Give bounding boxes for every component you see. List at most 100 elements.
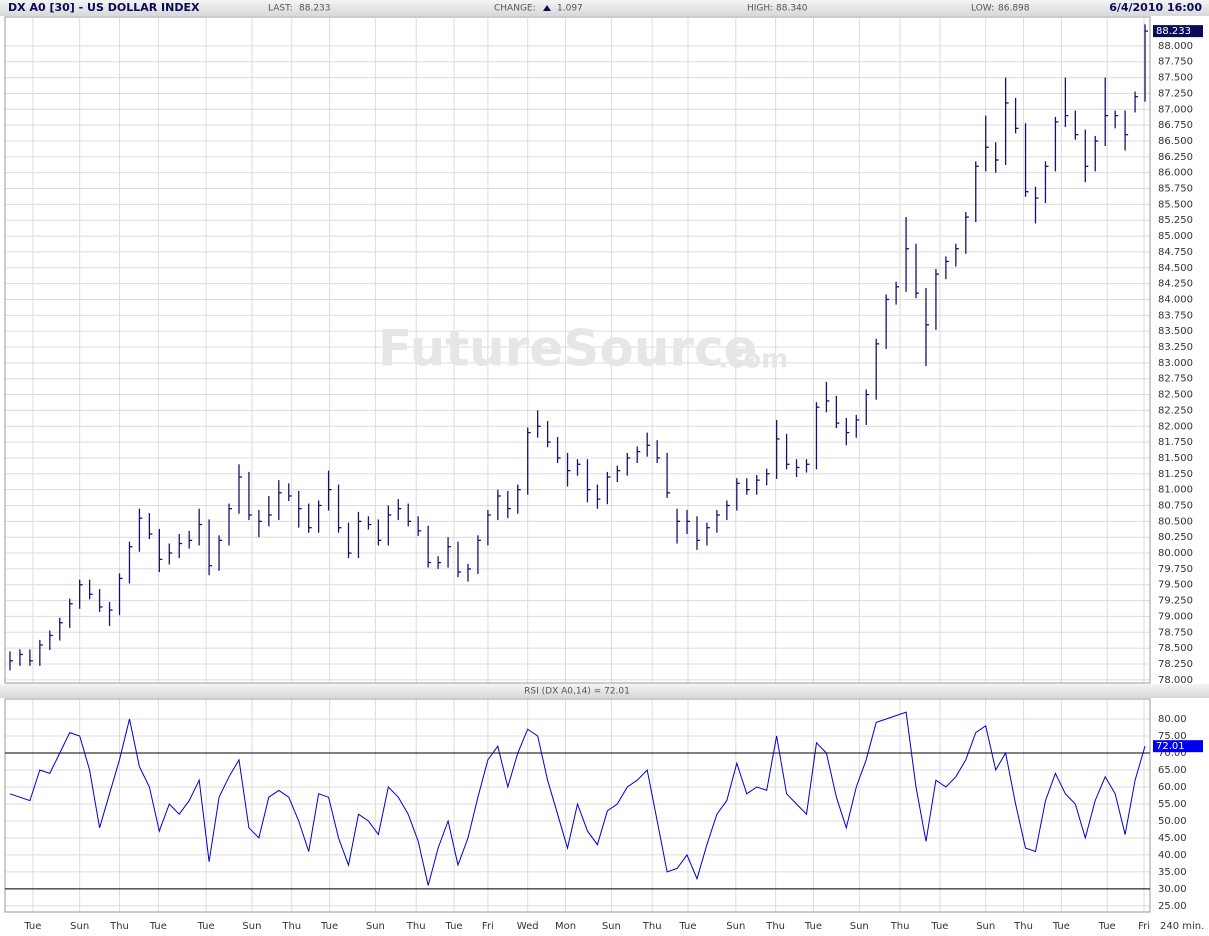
chart-title: DX A0 [30] - US DOLLAR INDEX [8, 1, 200, 14]
x-tick-label: Tue [444, 921, 462, 932]
y-tick-label: 88.000 [1158, 41, 1193, 52]
y-tick-label: 81.500 [1158, 453, 1193, 464]
y-tick-label: 82.000 [1158, 421, 1193, 432]
y-tick-label: 82.500 [1158, 390, 1193, 401]
stat-label: CHANGE: [494, 4, 536, 14]
x-tick-label: Thu [109, 921, 129, 932]
last-tag [1153, 25, 1203, 38]
y-tick-label: 70.00 [1158, 748, 1187, 759]
y-tick-label: 78.500 [1158, 643, 1193, 654]
y-tick-label: 79.250 [1158, 596, 1193, 607]
y-tick-label: 40.00 [1158, 850, 1187, 861]
x-tick-label: Tue [678, 921, 696, 932]
x-tick-label: Tue [930, 921, 948, 932]
x-tick-label: Sun [976, 921, 995, 932]
y-tick-label: 81.750 [1158, 437, 1193, 448]
rsi-line [9, 711, 1146, 886]
x-tick-label: Sun [242, 921, 261, 932]
x-tick-label: Sun [366, 921, 385, 932]
y-tick-label: 85.500 [1158, 199, 1193, 210]
x-tick-label: Thu [765, 921, 785, 932]
y-tick-label: 85.750 [1158, 184, 1193, 195]
y-tick-label: 83.250 [1158, 342, 1193, 353]
stat-value: 86.898 [998, 4, 1030, 14]
x-tick-label: Thu [642, 921, 662, 932]
y-tick-label: 86.000 [1158, 168, 1193, 179]
x-tick-label: Sun [602, 921, 621, 932]
y-tick-label: 35.00 [1158, 867, 1187, 878]
y-tick-label: 87.500 [1158, 73, 1193, 84]
y-tick-label: 87.000 [1158, 104, 1193, 115]
y-tick-label: 30.00 [1158, 884, 1187, 895]
stat-value: 88.340 [776, 4, 808, 14]
y-tick-label: 84.000 [1158, 294, 1193, 305]
y-tick-label: 87.750 [1158, 57, 1193, 68]
last-tag-label: 72.01 [1156, 741, 1185, 752]
x-tick-label: Thu [1013, 921, 1033, 932]
x-tick-label: Sun [70, 921, 89, 932]
y-tick-label: 78.250 [1158, 659, 1193, 670]
y-tick-label: 78.000 [1158, 675, 1193, 686]
y-tick-label: 80.500 [1158, 516, 1193, 527]
x-tick-label: Tue [804, 921, 822, 932]
x-tick-label: Tue [1098, 921, 1116, 932]
y-tick-label: 80.00 [1158, 714, 1187, 725]
y-tick-label: 82.750 [1158, 374, 1193, 385]
y-tick-label: 85.000 [1158, 231, 1193, 242]
y-tick-label: 82.250 [1158, 405, 1193, 416]
last-tag-label: 88.233 [1156, 26, 1191, 37]
y-tick-label: 80.250 [1158, 532, 1193, 543]
price-panel [4, 16, 1151, 684]
y-tick-label: 84.500 [1158, 263, 1193, 274]
last-tag [1153, 740, 1203, 753]
rsi-title: RSI (DX A0,14) = 72.01 [524, 687, 630, 697]
y-tick-label: 78.750 [1158, 627, 1193, 638]
y-tick-label: 86.250 [1158, 152, 1193, 163]
y-tick-label: 60.00 [1158, 782, 1187, 793]
y-tick-label: 84.250 [1158, 279, 1193, 290]
y-tick-label: 83.750 [1158, 310, 1193, 321]
up-arrow [543, 5, 551, 11]
rsi-panel [4, 698, 1151, 913]
y-tick-label: 81.000 [1158, 485, 1193, 496]
y-tick-label: 50.00 [1158, 816, 1187, 827]
stat-label: LOW: [971, 4, 994, 14]
x-tick-label: Tue [320, 921, 338, 932]
x-tick-label: Fri [1138, 921, 1150, 932]
x-tick-label: Tue [197, 921, 215, 932]
y-tick-label: 83.000 [1158, 358, 1193, 369]
x-tick-label: Tue [1052, 921, 1070, 932]
y-tick-label: 79.500 [1158, 580, 1193, 591]
y-tick-label: 80.750 [1158, 500, 1193, 511]
y-tick-label: 45.00 [1158, 833, 1187, 844]
y-tick-label: 65.00 [1158, 765, 1187, 776]
y-tick-label: 55.00 [1158, 799, 1187, 810]
x-tick-label: Tue [23, 921, 41, 932]
watermark: FutureSource [378, 320, 758, 378]
y-tick-label: 79.750 [1158, 564, 1193, 575]
x-tick-label: Thu [890, 921, 910, 932]
x-tick-label: Tue [149, 921, 167, 932]
stat-label: LAST: [268, 4, 293, 14]
y-tick-label: 86.750 [1158, 120, 1193, 131]
stat-label: HIGH: [747, 4, 773, 14]
interval-label: 240 min. [1160, 921, 1204, 932]
y-tick-label: 83.500 [1158, 326, 1193, 337]
stat-value: 88.233 [299, 4, 331, 14]
x-tick-label: Fri [482, 921, 494, 932]
y-tick-label: 79.000 [1158, 611, 1193, 622]
y-tick-label: 87.250 [1158, 88, 1193, 99]
timestamp: 6/4/2010 16:00 [1109, 1, 1202, 14]
y-tick-label: 25.00 [1158, 901, 1187, 912]
x-tick-label: Thu [281, 921, 301, 932]
y-tick-label: 84.750 [1158, 247, 1193, 258]
y-tick-label: 85.250 [1158, 215, 1193, 226]
y-tick-label: 80.000 [1158, 548, 1193, 559]
rsi-header-bar [0, 684, 1209, 698]
x-tick-label: Mon [555, 921, 576, 932]
y-tick-label: 81.250 [1158, 469, 1193, 480]
x-tick-label: Thu [406, 921, 426, 932]
